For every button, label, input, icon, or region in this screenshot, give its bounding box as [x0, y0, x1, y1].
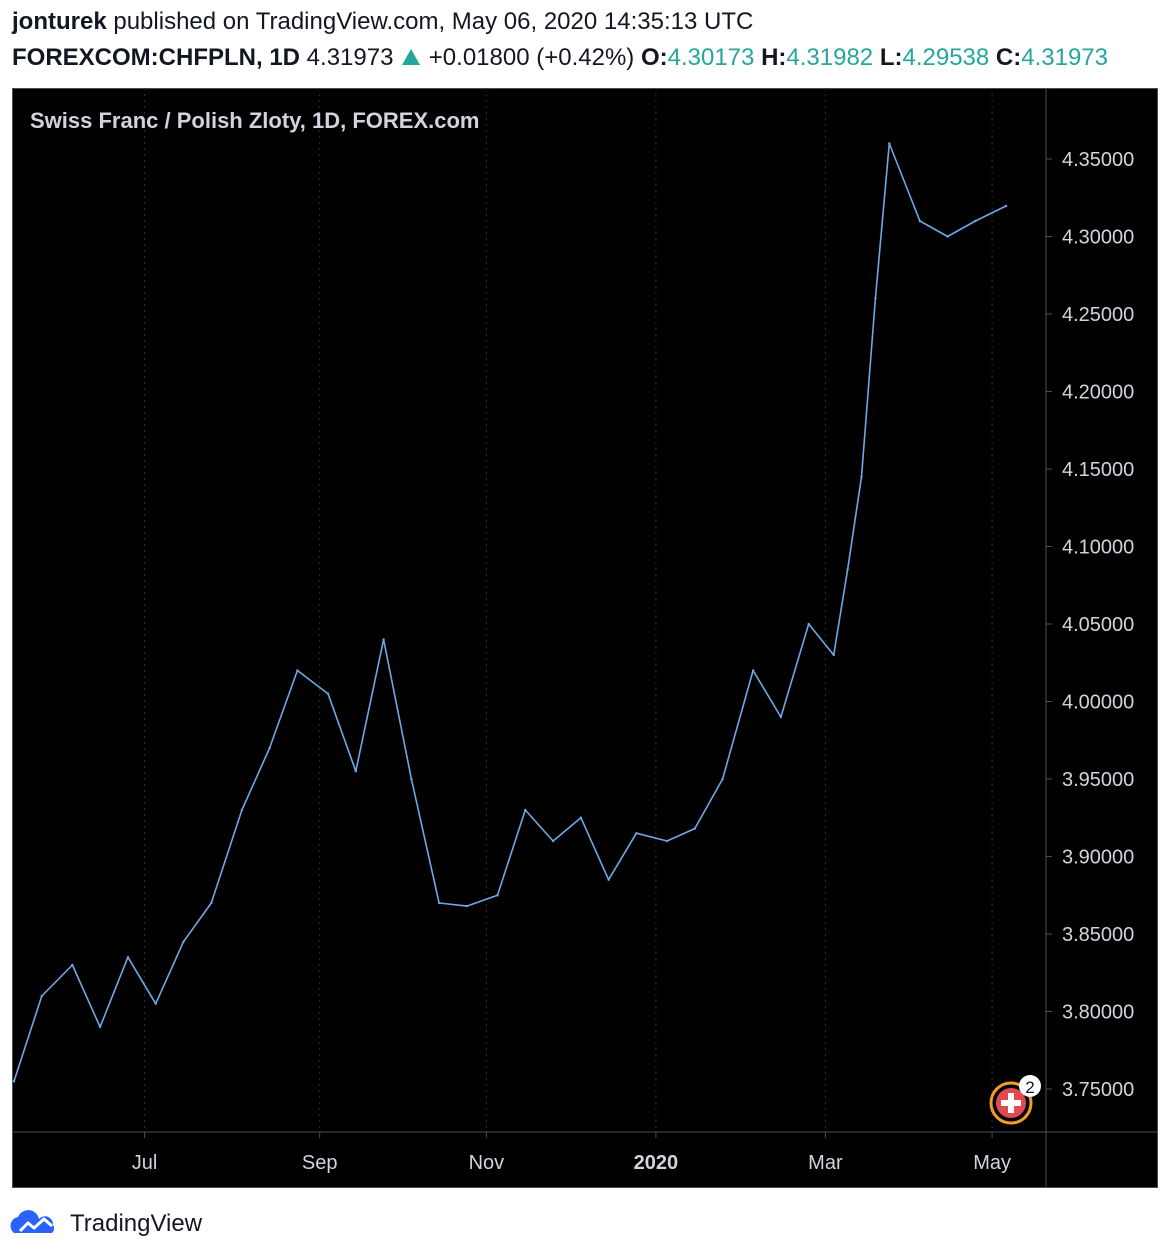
y-tick-label: 4.35000	[1062, 149, 1134, 171]
price-point	[524, 808, 527, 812]
open-label: O:	[640, 44, 668, 71]
y-tick-label: 4.25000	[1062, 304, 1134, 326]
high-value: 4.31982	[786, 44, 874, 71]
up-arrow-icon	[402, 49, 421, 65]
price-point	[268, 746, 271, 750]
low-label: L:	[879, 44, 903, 71]
price-point	[12, 1080, 16, 1083]
event-ring	[989, 1081, 1033, 1125]
symbol-label: FOREXCOM:CHFPLN, 1D	[12, 44, 300, 71]
price-point	[40, 994, 43, 998]
price-point	[860, 475, 863, 478]
y-tick-label: 3.90000	[1062, 847, 1134, 869]
footer: TradingView	[8, 1206, 202, 1242]
tradingview-logo-icon	[10, 1210, 55, 1233]
chart-background	[12, 88, 1158, 1188]
high-label: H:	[761, 44, 787, 71]
price-point	[779, 715, 783, 719]
price-point	[71, 963, 74, 967]
open-value: 4.30173	[667, 44, 755, 71]
price-point	[693, 827, 696, 830]
price-point	[210, 901, 213, 905]
price-line	[13, 142, 1007, 1082]
price-point	[326, 692, 330, 695]
low-value: 4.29538	[902, 44, 990, 71]
price-point	[635, 832, 638, 835]
brand-name: TradingView	[70, 1210, 203, 1237]
price-point	[354, 770, 357, 773]
y-tick-label: 4.20000	[1062, 382, 1134, 404]
x-tick-label: Mar	[808, 1152, 843, 1174]
x-tick-label: Jul	[132, 1152, 158, 1174]
badge-count: 2	[1025, 1078, 1034, 1097]
y-tick-label: 4.00000	[1062, 692, 1134, 714]
x-tick-label: 2020	[634, 1152, 679, 1174]
price-point	[154, 1002, 157, 1005]
x-tick-label: May	[973, 1152, 1011, 1174]
chart-title: Swiss Franc / Polish Zloty, 1D, FOREX.co…	[30, 108, 479, 133]
x-tick-label: Sep	[302, 1152, 338, 1174]
price-change: +0.01800 (+0.42%)	[428, 44, 635, 71]
price-point	[240, 808, 244, 812]
close-value: 4.31973	[1021, 44, 1109, 71]
published-text: published on TradingView.com, May 06, 20…	[113, 8, 754, 35]
y-tick-label: 3.85000	[1062, 924, 1134, 946]
flag-cross-h	[1001, 1100, 1021, 1106]
last-price: 4.31973	[306, 44, 394, 71]
price-point	[98, 1025, 102, 1029]
chart-frame	[12, 88, 1158, 1188]
symbol-info: FOREXCOM:CHFPLN, 1D 4.31973 +0.01800 (+0…	[12, 44, 1108, 72]
price-point	[382, 638, 385, 641]
y-tick-label: 4.30000	[1062, 227, 1134, 249]
price-point	[465, 904, 469, 908]
price-point	[410, 777, 413, 781]
price-point	[918, 219, 922, 223]
price-point	[974, 219, 977, 223]
y-tick-label: 3.75000	[1062, 1079, 1134, 1101]
price-point	[665, 839, 669, 843]
close-label: C:	[995, 44, 1022, 71]
price-point	[607, 878, 610, 881]
price-point	[832, 653, 835, 657]
price-point	[1004, 204, 1008, 208]
y-tick-label: 3.80000	[1062, 1002, 1134, 1024]
price-point	[888, 142, 891, 145]
price-point	[437, 901, 441, 905]
price-point	[296, 669, 299, 672]
price-point	[496, 894, 499, 897]
price-point	[551, 839, 555, 843]
author-name[interactable]: jonturek	[12, 8, 107, 35]
y-tick-label: 3.95000	[1062, 769, 1134, 791]
price-point	[807, 622, 810, 626]
y-tick-label: 4.05000	[1062, 614, 1134, 636]
price-point	[182, 940, 185, 943]
price-point	[846, 568, 849, 571]
price-point	[946, 235, 949, 238]
price-point	[874, 297, 877, 300]
badge-count-bg	[1019, 1075, 1041, 1097]
x-tick-label: Nov	[469, 1152, 505, 1174]
publish-info: jonturek published on TradingView.com, M…	[12, 8, 753, 36]
price-point	[126, 956, 130, 959]
price-chart[interactable]: Jul Sep Nov 2020 Mar May 4.35000 4.30000 4.25000…	[0, 0, 1172, 1200]
price-point	[751, 669, 755, 672]
y-tick-label: 4.15000	[1062, 459, 1134, 481]
price-point	[721, 777, 724, 781]
y-tick-label: 4.10000	[1062, 537, 1134, 559]
price-point	[579, 816, 583, 819]
